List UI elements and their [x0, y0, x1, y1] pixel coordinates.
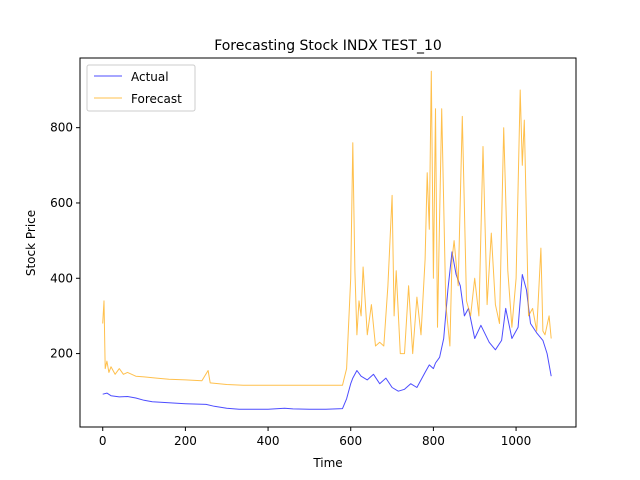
y-axis: 200 400 600 800 [50, 121, 80, 361]
x-tick-label: 0 [99, 434, 107, 448]
y-tick-label: 600 [50, 196, 73, 210]
x-axis-label: Time [312, 456, 342, 470]
series-line-actual [102, 251, 552, 410]
chart-title: Forecasting Stock INDX TEST_10 [214, 38, 442, 54]
x-axis: 0 200 400 600 800 1000 [99, 427, 531, 448]
x-tick-label: 800 [422, 434, 445, 448]
x-tick-label: 600 [339, 434, 362, 448]
plot-frame [79, 57, 577, 428]
y-tick-label: 800 [50, 121, 73, 135]
legend-label-actual: Actual [131, 70, 169, 84]
x-tick-label: 400 [257, 434, 280, 448]
series-line-forecast [102, 70, 552, 386]
x-tick-label: 200 [174, 434, 197, 448]
y-axis-label: Stock Price [24, 210, 38, 276]
x-tick-label: 1000 [501, 434, 532, 448]
legend-label-forecast: Forecast [131, 92, 182, 106]
y-tick-label: 400 [50, 271, 73, 285]
y-tick-label: 200 [50, 347, 73, 361]
legend: Actual Forecast [86, 64, 196, 112]
plot-area [102, 70, 552, 410]
